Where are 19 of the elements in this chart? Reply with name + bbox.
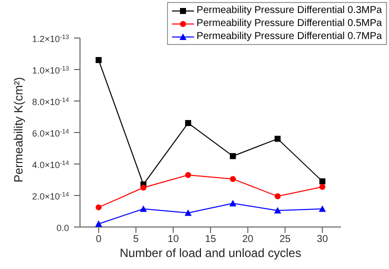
- y-tick-label: 4.0×10$^{-14}$: [32, 160, 70, 170]
- y-tick-label: 0.0: [56, 223, 69, 233]
- legend-label: Permeability Pressure Differential 0.3MPa: [196, 4, 382, 17]
- x-tick-label: 20: [242, 234, 254, 246]
- legend-label: Permeability Pressure Differential 0.7MPa: [196, 30, 382, 43]
- y-tick-label: 1.2×10$^{-13}$: [32, 34, 70, 44]
- x-tick-label: 5: [133, 234, 140, 246]
- y-tick-label: 6.0×10$^{-14}$: [32, 128, 70, 138]
- x-tick-label: 15: [204, 234, 216, 246]
- x-tick-label: 10: [168, 234, 180, 246]
- x-axis-title: Number of load and unload cycles: [120, 246, 302, 260]
- legend-label: Permeability Pressure Differential 0.5MPa: [196, 17, 382, 30]
- y-axis-title: Permeability K(cm²): [11, 77, 26, 182]
- y-tick-label: 1.0×10$^{-13}$: [32, 65, 70, 76]
- y-tick-label: 8.0×10$^{-14}$: [32, 96, 70, 107]
- y-tick-label: 2.0×10$^{-14}$: [32, 191, 70, 202]
- x-tick-label: 25: [280, 234, 292, 246]
- x-tick-label: 0: [96, 234, 102, 246]
- x-tick-label: 30: [316, 234, 328, 246]
